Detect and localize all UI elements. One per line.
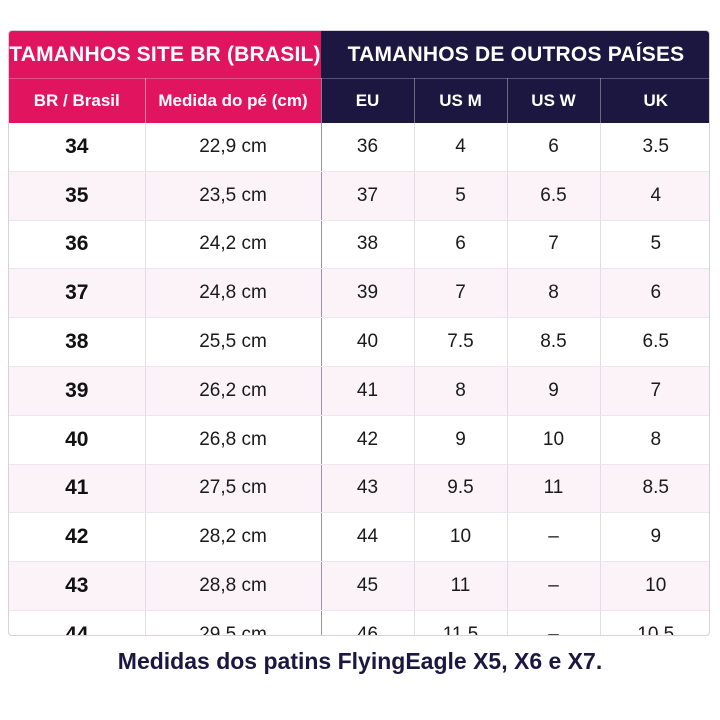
cell-foot-length: 26,2 cm xyxy=(145,366,322,416)
cell-foot-length: 23,5 cm xyxy=(145,171,322,221)
column-header-uk: UK xyxy=(600,78,709,123)
cell-br-size: 35 xyxy=(9,171,146,221)
column-header-row: BR / Brasil Medida do pé (cm) EU US M US… xyxy=(9,78,709,123)
cell-br-size: 41 xyxy=(9,464,146,514)
cell-eu-size: 41 xyxy=(321,366,415,416)
cell-foot-length: 27,5 cm xyxy=(145,464,322,514)
cell-br-size: 37 xyxy=(9,268,146,319)
table-row: 38 25,5 cm 40 7.5 8.5 6.5 xyxy=(9,317,709,367)
cell-us-w-size: – xyxy=(507,512,601,563)
cell-uk-size: 9 xyxy=(600,512,709,563)
cell-us-w-size: 9 xyxy=(507,366,601,416)
cell-eu-size: 45 xyxy=(321,561,415,611)
cell-foot-length: 29,5 cm xyxy=(145,610,322,635)
cell-us-m-size: 4 xyxy=(414,123,508,172)
cell-uk-size: 5 xyxy=(600,220,709,270)
cell-uk-size: 3.5 xyxy=(600,123,709,172)
cell-us-m-size: 5 xyxy=(414,171,508,221)
size-chart-table: TAMANHOS SITE BR (BRASIL) TAMANHOS DE OU… xyxy=(8,30,710,636)
cell-br-size: 38 xyxy=(9,317,146,367)
cell-br-size: 34 xyxy=(9,123,146,172)
cell-uk-size: 8 xyxy=(600,415,709,465)
cell-us-w-size: 11 xyxy=(507,464,601,514)
cell-foot-length: 24,8 cm xyxy=(145,268,322,319)
cell-eu-size: 38 xyxy=(321,220,415,270)
cell-us-m-size: 10 xyxy=(414,512,508,563)
cell-br-size: 44 xyxy=(9,610,146,635)
cell-us-m-size: 9 xyxy=(414,415,508,465)
cell-eu-size: 36 xyxy=(321,123,415,172)
cell-foot-length: 22,9 cm xyxy=(145,123,322,172)
cell-br-size: 42 xyxy=(9,512,146,563)
table-row: 43 28,8 cm 45 11–10 xyxy=(9,561,709,611)
cell-us-w-size: 8 xyxy=(507,268,601,319)
column-header-eu: EU xyxy=(321,78,415,123)
cell-us-m-size: 7 xyxy=(414,268,508,319)
table-row: 36 24,2 cm 38 6 7 5 xyxy=(9,220,709,270)
cell-eu-size: 43 xyxy=(321,464,415,514)
group-header-br: TAMANHOS SITE BR (BRASIL) xyxy=(9,31,321,79)
cell-eu-size: 40 xyxy=(321,317,415,367)
cell-br-size: 36 xyxy=(9,220,146,270)
cell-us-w-size: 7 xyxy=(507,220,601,270)
table-row: 42 28,2 cm 44 10–9 xyxy=(9,512,709,563)
cell-br-size: 43 xyxy=(9,561,146,611)
cell-us-m-size: 11 xyxy=(414,561,508,611)
cell-us-w-size: 8.5 xyxy=(507,317,601,367)
cell-eu-size: 42 xyxy=(321,415,415,465)
cell-br-size: 39 xyxy=(9,366,146,416)
cell-uk-size: 8.5 xyxy=(600,464,709,514)
cell-uk-size: 4 xyxy=(600,171,709,221)
cell-foot-length: 26,8 cm xyxy=(145,415,322,465)
table-row: 44 29,5 cm 46 11.5– 10.5 xyxy=(9,610,709,636)
column-header-us-w: US W xyxy=(507,78,601,123)
cell-foot-length: 28,2 cm xyxy=(145,512,322,563)
cell-us-w-size: 6.5 xyxy=(507,171,601,221)
size-table-body: 34 22,9 cm 36 4 6 3.5 35 23,5 cm 37 5 6.5 4 36 24,2 c… xyxy=(9,123,709,636)
cell-us-m-size: 9.5 xyxy=(414,464,508,514)
table-row: 34 22,9 cm 36 4 6 3.5 xyxy=(9,123,709,172)
cell-foot-length: 28,8 cm xyxy=(145,561,322,611)
cell-uk-size: 7 xyxy=(600,366,709,416)
cell-uk-size: 10.5 xyxy=(637,623,675,636)
group-header-other: TAMANHOS DE OUTROS PAÍSES xyxy=(321,31,709,79)
column-header-foot-length: Medida do pé (cm) xyxy=(145,78,322,123)
column-header-us-m: US M xyxy=(414,78,508,123)
cell-eu-size: 37 xyxy=(321,171,415,221)
cell-us-w-size: – xyxy=(507,561,601,611)
cell-eu-size: 44 xyxy=(321,512,415,563)
table-row: 37 24,8 cm 39 7 8 6 xyxy=(9,268,709,319)
caption: Medidas dos patins FlyingEagle X5, X6 e … xyxy=(117,648,603,674)
cell-us-w-size: 10 xyxy=(507,415,601,465)
table-row: 41 27,5 cm 43 9.5 11 8.5 xyxy=(9,464,709,514)
cell-foot-length: 24,2 cm xyxy=(145,220,322,270)
table-row: 35 23,5 cm 37 5 6.5 4 xyxy=(9,171,709,221)
cell-uk-size: 6.5 xyxy=(600,317,709,367)
cell-foot-length: 25,5 cm xyxy=(145,317,322,367)
group-header-row: TAMANHOS SITE BR (BRASIL) TAMANHOS DE OU… xyxy=(9,31,709,79)
table-row: 39 26,2 cm 41 8 9 7 xyxy=(9,366,709,416)
cell-br-size: 40 xyxy=(9,415,146,465)
cell-eu-size: 46 xyxy=(321,610,415,635)
cell-us-m-size: 6 xyxy=(414,220,508,270)
table-row: 40 26,8 cm 42 9 10 8 xyxy=(9,415,709,465)
cell-us-w-size: – xyxy=(507,610,601,635)
cell-us-w-size: 6 xyxy=(507,123,601,172)
cell-us-m-size: 11.5 xyxy=(414,610,508,635)
cell-uk-size: 10 xyxy=(600,561,709,611)
cell-us-m-size: 8 xyxy=(414,366,508,416)
cell-eu-size: 39 xyxy=(321,268,415,319)
cell-uk-size: 6 xyxy=(600,268,709,319)
column-header-br: BR / Brasil xyxy=(9,78,146,123)
size-table: TAMANHOS SITE BR (BRASIL) TAMANHOS DE OU… xyxy=(9,31,709,636)
cell-us-m-size: 7.5 xyxy=(414,317,508,367)
